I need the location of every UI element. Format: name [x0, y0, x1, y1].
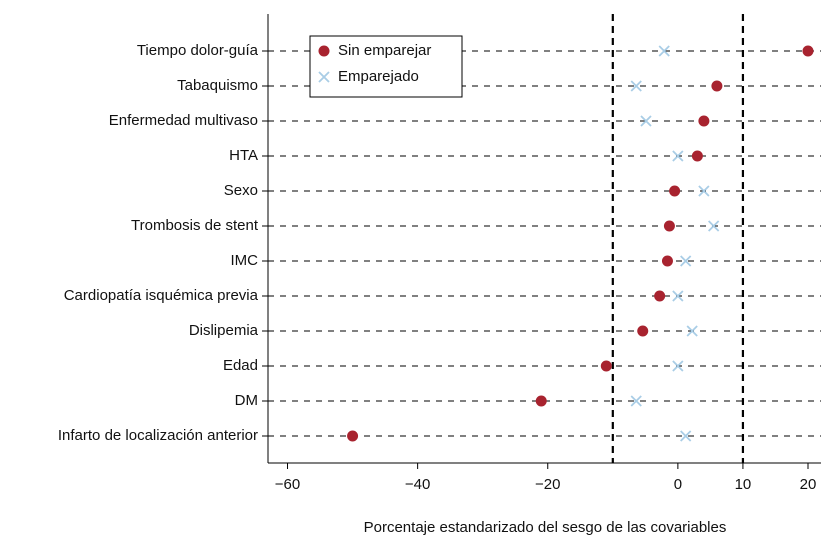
point	[658, 45, 670, 57]
y-tick-label: Infarto de localización anterior	[58, 427, 258, 444]
point	[680, 255, 692, 267]
point	[698, 185, 710, 197]
point	[802, 45, 814, 57]
point	[672, 360, 684, 372]
point	[663, 220, 675, 232]
x-tick-label: −20	[535, 476, 560, 493]
y-tick-label: DM	[235, 392, 258, 409]
legend-label: Sin emparejar	[338, 42, 431, 59]
y-tick-label: Edad	[223, 357, 258, 374]
x-tick-label: 0	[674, 476, 682, 493]
point	[680, 430, 692, 442]
point	[698, 115, 710, 127]
y-tick-label: Trombosis de stent	[131, 217, 259, 234]
y-tick-label: Dislipemia	[189, 322, 259, 339]
point	[711, 80, 723, 92]
point	[661, 255, 673, 267]
legend-marker	[318, 45, 330, 57]
point	[672, 150, 684, 162]
point	[637, 325, 649, 337]
y-tick-label: Enfermedad multivaso	[109, 112, 258, 129]
point	[347, 430, 359, 442]
legend-box	[309, 35, 463, 98]
point	[669, 185, 681, 197]
y-tick-label: Cardiopatía isquémica previa	[64, 287, 259, 304]
point	[686, 325, 698, 337]
point	[640, 115, 652, 127]
legend-label: Emparejado	[338, 68, 419, 85]
point	[654, 290, 666, 302]
y-tick-label: HTA	[229, 147, 258, 164]
point	[630, 80, 642, 92]
point	[708, 220, 720, 232]
y-tick-label: Tabaquismo	[177, 77, 258, 94]
y-tick-label: Sexo	[224, 182, 258, 199]
y-tick-label: IMC	[231, 252, 259, 269]
x-axis-label: Porcentaje estandarizado del sesgo de la…	[364, 519, 727, 536]
point	[600, 360, 612, 372]
y-tick-label: Tiempo dolor-guía	[137, 42, 259, 59]
x-tick-label: 20	[800, 476, 817, 493]
x-tick-label: −60	[275, 476, 300, 493]
x-tick-label: 10	[735, 476, 752, 493]
point	[630, 395, 642, 407]
point	[672, 290, 684, 302]
point	[691, 150, 703, 162]
legend-marker	[318, 71, 330, 83]
point	[535, 395, 547, 407]
x-tick-label: −40	[405, 476, 430, 493]
